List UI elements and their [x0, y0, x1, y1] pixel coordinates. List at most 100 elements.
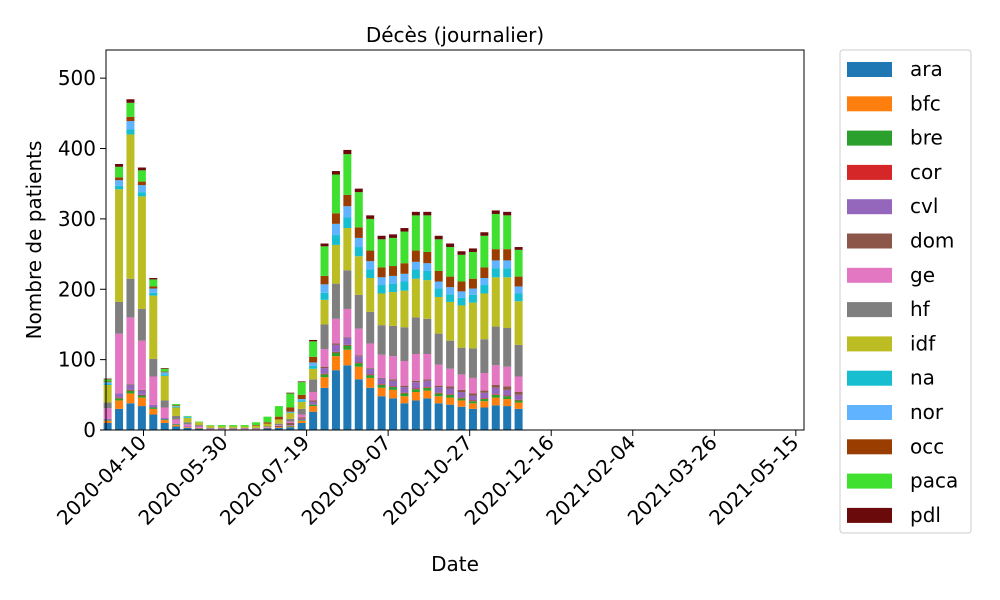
bar-segment-na: [377, 285, 386, 294]
bar-segment-dom: [446, 386, 455, 389]
bar-segment-nor: [343, 206, 352, 218]
bar-segment-occ: [320, 275, 329, 285]
bar-segment-nor: [126, 121, 135, 130]
bar-segment-ara: [194, 428, 203, 430]
bar-segment-idf: [103, 384, 112, 403]
bar-segment-hf: [137, 308, 146, 341]
bar-segment-idf: [137, 196, 146, 309]
bar-segment-cor: [377, 384, 386, 385]
bar-segment-bre: [491, 394, 500, 398]
bar-segment-cvl: [137, 390, 146, 395]
bar-segment-bre: [503, 396, 512, 400]
bar-segment-hf: [446, 340, 455, 369]
bar-segment-pdl: [446, 243, 455, 248]
bar-segment-na: [331, 235, 340, 245]
bar-segment-bfc: [103, 420, 112, 423]
bar-segment-hf: [411, 317, 420, 354]
bar-segment-cor: [354, 362, 363, 364]
bar-segment-na: [491, 268, 500, 278]
bar-segment-idf: [377, 293, 386, 326]
bar-segment-pdl: [491, 210, 500, 214]
bar-segment-ara: [434, 403, 443, 430]
bar-segment-bfc: [183, 427, 192, 428]
legend-swatch-ara: [847, 62, 892, 77]
bar-segment-nor: [423, 263, 432, 271]
bar-segment-bre: [411, 389, 420, 392]
bar-segment-hf: [457, 347, 466, 375]
bar-segment-hf: [389, 325, 398, 357]
bar-segment-ara: [160, 422, 169, 430]
bar-segment-cvl: [366, 368, 375, 375]
bar-segment-paca: [343, 154, 352, 195]
bar-segment-occ: [309, 356, 318, 363]
bar-segment-idf: [274, 419, 283, 424]
bar-segment-nor: [457, 291, 466, 298]
bar-segment-ara: [137, 406, 146, 430]
bar-segment-bre: [514, 400, 523, 403]
bar-segment-nor: [309, 362, 318, 366]
bar-segment-paca: [137, 170, 146, 182]
bar-segment-bre: [286, 425, 295, 427]
bar-segment-idf: [434, 297, 443, 334]
bar-segment-nor: [103, 382, 112, 384]
bar-segment-pdl: [309, 339, 318, 342]
bar-segment-cor: [343, 344, 352, 346]
bar-segment-hf: [377, 325, 386, 355]
bar-segment-ge: [366, 343, 375, 369]
bar-segment-idf: [297, 401, 306, 409]
bar-segment-paca: [206, 425, 215, 426]
bar-segment-ara: [126, 403, 135, 430]
bar-segment-dom: [320, 366, 329, 369]
bar-segment-idf: [194, 422, 203, 426]
bar-segment-cvl: [297, 418, 306, 421]
bar-segment-idf: [160, 375, 169, 401]
bar-segment-cor: [457, 397, 466, 399]
bar-segment-ge: [126, 317, 135, 385]
bar-segment-cvl: [126, 384, 135, 390]
bar-segment-occ: [514, 276, 523, 287]
bar-segment-idf: [343, 228, 352, 271]
bar-segment-nor: [320, 284, 329, 293]
bar-segment-nor: [149, 288, 158, 293]
bar-segment-paca: [411, 215, 420, 251]
bar-segment-occ: [457, 281, 466, 292]
bar-segment-na: [354, 247, 363, 257]
bar-segment-occ: [252, 425, 261, 426]
bar-segment-cvl: [309, 401, 318, 405]
bar-segment-ge: [491, 365, 500, 385]
bar-segment-idf: [183, 418, 192, 423]
legend-swatch-hf: [847, 302, 892, 318]
bar-segment-bre: [366, 375, 375, 378]
bar-segment-ara: [480, 407, 489, 430]
bar-segment-ara: [149, 414, 158, 430]
bar-segment-bre: [343, 345, 352, 350]
bar-segment-ge: [377, 354, 386, 378]
bar-segment-pdl: [286, 392, 295, 394]
bar-segment-occ: [434, 270, 443, 282]
bar-segment-cvl: [400, 387, 409, 393]
bar-segment-occ: [423, 251, 432, 264]
bar-segment-ara: [263, 428, 272, 430]
bar-segment-hf: [286, 418, 295, 422]
bar-segment-dom: [263, 427, 272, 429]
bar-segment-idf: [480, 293, 489, 340]
bar-segment-dom: [331, 343, 340, 345]
bar-segment-nor: [354, 237, 363, 248]
bar-segment-paca: [286, 393, 295, 408]
bar-segment-pdl: [160, 368, 169, 369]
legend: ara bfc bre cor cvl dom ge hf idf na nor occ paca pdl: [839, 49, 972, 534]
bar-segment-idf: [149, 295, 158, 359]
bar-segment-cor: [434, 392, 443, 394]
bar-segment-cvl: [389, 380, 398, 387]
bar-segment-ge: [183, 424, 192, 427]
bar-segment-ara: [354, 379, 363, 430]
bar-segment-bfc: [389, 389, 398, 399]
bar-segment-cvl: [172, 423, 181, 425]
bar-segment-bfc: [309, 406, 318, 412]
bar-segment-idf: [446, 301, 455, 341]
bar-segment-cvl: [491, 387, 500, 395]
bar-segment-occ: [354, 227, 363, 238]
bar-segment-cor: [480, 398, 489, 400]
bar-segment-bfc: [491, 397, 500, 406]
bar-segment-na: [309, 365, 318, 369]
